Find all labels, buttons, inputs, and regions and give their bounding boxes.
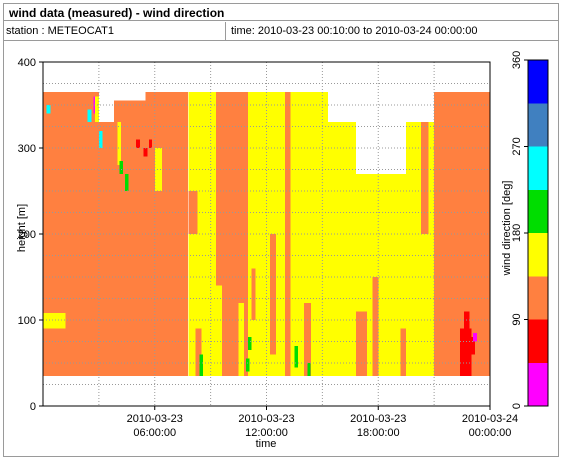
colorbar-tick-label: 90 [511,313,523,325]
info-divider [225,22,226,41]
heatmap-cell-40 [307,363,311,376]
x-tick-label-date: 2010-03-23 [238,413,294,425]
title-bar: wind data (measured) - wind direction [4,4,558,21]
heatmap-cells [43,92,490,376]
heatmap-cell-32 [125,173,129,191]
x-axis-label: time [256,438,277,450]
heatmap-cell-10 [434,92,490,376]
y-tick-label: 400 [18,57,36,69]
colorbar-bin-5 [528,146,548,190]
heatmap-cell-30 [98,130,103,148]
heatmap-cell-38 [247,337,252,351]
axes: 0 100 200 300 400 2010-03-23 06:00:00 2010-03-2… [18,57,519,439]
heatmap-cell-14 [154,148,163,191]
chart-title: wind data (measured) - wind direction [9,6,225,20]
colorbar-tick-label: 0 [511,403,523,409]
time-range-label: time: 2010-03-23 00:10:00 to 2010-03-24 … [231,25,478,37]
heatmap-cell-42 [460,328,472,376]
x-tick-label-time: 18:00:00 [357,427,400,439]
colorbar-bin-0 [528,362,548,407]
heatmap-cell-27 [421,122,429,234]
heatmap-cell-1 [98,122,114,376]
colorbar-tick-label: 180 [511,224,523,242]
info-bar [4,22,558,41]
x-tick-label-time: 00:00:00 [469,427,512,439]
heatmap-cell-19 [238,302,245,376]
colorbar-label: wind direction [deg] [501,181,513,277]
colorbar-bin-7 [528,60,548,104]
x-tick-label-time: 12:00:00 [245,427,288,439]
colorbar-bin-2 [528,276,548,320]
heatmap-cell-9 [406,122,435,376]
heatmap-cell-12 [95,96,99,123]
y-axis-label: height [m] [16,204,28,252]
heatmap-cell-28 [46,105,51,114]
heatmap-cell-18 [216,285,222,376]
x-tick-label-date: 2010-03-23 [350,413,406,425]
colorbar: 0 90 180 270 360 [511,51,549,409]
heatmap-cell-35 [143,148,148,157]
heatmap-cell-25 [372,277,379,376]
heatmap-cell-11 [43,313,66,329]
heatmap-cell-7 [328,122,356,376]
colorbar-bin-1 [528,319,548,363]
heatmap-cell-34 [136,139,140,148]
colorbar-bin-3 [528,233,548,277]
gridlines [43,62,490,406]
heatmap-cell-41 [246,358,250,372]
heatmap-cell-20 [251,268,256,320]
heatmap-cell-23 [303,302,312,376]
heatmap-cell-16 [195,328,202,376]
y-tick-label: 300 [18,143,36,155]
colorbar-bin-6 [528,103,548,147]
heatmap-cell-26 [400,328,407,376]
x-tick-label-date: 2010-03-23 [127,413,183,425]
heatmap-cell-22 [285,92,291,376]
heatmap-cell-21 [270,234,276,355]
heatmap-cell-15 [188,191,198,234]
colorbar-tick-label: 270 [511,137,523,155]
heatmap-cell-44 [471,337,476,355]
y-tick-label: 0 [30,401,36,413]
colorbar-tick-label: 360 [511,51,523,69]
colorbar-bin-4 [528,189,548,234]
heatmap-cell-45 [473,332,477,342]
heatmap-cell-39 [294,345,299,368]
y-tick-label: 100 [18,315,36,327]
x-tick-label-date: 2010-03-24 [462,413,518,425]
heatmap-cell-29 [87,109,92,123]
heatmap-cell-36 [149,139,152,148]
heatmap-cell-13 [117,122,122,166]
x-tick-label-time: 06:00:00 [133,427,176,439]
heatmap-cell-37 [199,354,204,376]
station-label: station : METEOCAT1 [6,25,114,37]
heatmap-cell-31 [119,160,124,174]
heatmap-cell-17 [210,311,217,376]
heatmap-cell-24 [355,311,368,376]
y-tick-label: 200 [18,229,36,241]
